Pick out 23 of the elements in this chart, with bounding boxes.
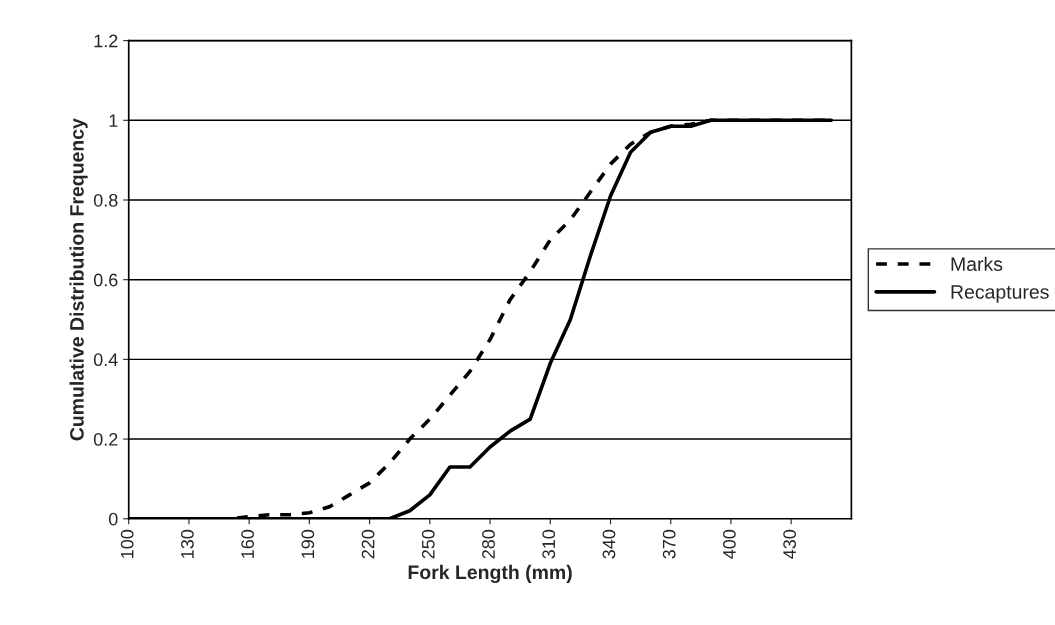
x-tick-label: 280 — [482, 529, 495, 559]
y-axis-title: Cumulative Distribution Frequency — [69, 118, 88, 441]
y-tick-label: 0.4 — [93, 353, 118, 367]
y-tick-label: 0.2 — [93, 433, 118, 446]
y-tick-label: 0.6 — [93, 273, 118, 287]
x-tick-label: 160 — [241, 529, 254, 558]
y-tick-label: 1.2 — [94, 34, 118, 48]
y-tick-label: 0.8 — [93, 193, 118, 207]
legend-label: Marks — [951, 256, 1003, 271]
x-tick-label: 220 — [361, 529, 375, 559]
x-tick-label: 130 — [180, 529, 194, 558]
x-tick-label: 190 — [301, 529, 315, 558]
legend-label: Recaptures — [951, 285, 1049, 303]
x-axis-title: Fork Length (mm) — [408, 564, 572, 584]
x-tick-label: 400 — [723, 529, 736, 559]
y-tick-label: 0 — [108, 512, 118, 526]
x-tick-label: 370 — [662, 529, 676, 559]
x-tick-label: 430 — [783, 529, 797, 559]
y-tick-label: 1 — [109, 114, 118, 127]
x-tick-label: 250 — [421, 529, 435, 559]
x-tick-label: 310 — [542, 529, 556, 559]
x-tick-label: 100 — [120, 529, 134, 558]
x-tick-label: 340 — [602, 529, 616, 559]
